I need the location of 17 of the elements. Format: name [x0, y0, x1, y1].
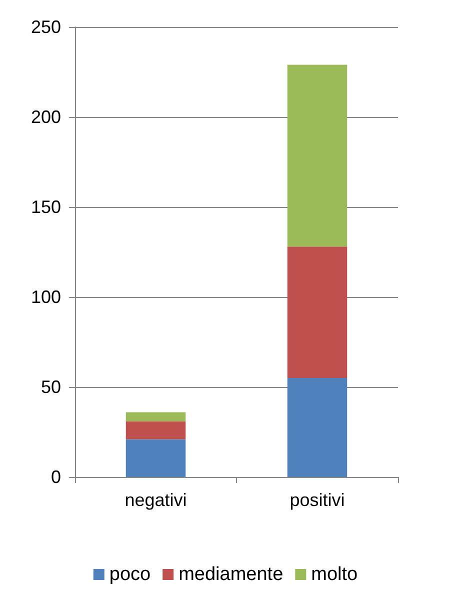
y-tick-label: 200 [30, 107, 61, 127]
bar [287, 378, 348, 477]
legend-label: poco [109, 564, 151, 585]
y-tick-label: 50 [40, 377, 61, 397]
x-tick-label: negativi [124, 490, 187, 510]
x-tick-label: positivi [290, 490, 345, 510]
y-tick-label: 0 [50, 467, 61, 487]
bar [287, 64, 348, 247]
bar [126, 412, 186, 422]
bar [287, 246, 348, 378]
bar [126, 421, 186, 440]
bar [126, 439, 186, 477]
legend-label: mediamente [178, 564, 284, 585]
y-tick-label: 250 [30, 17, 61, 37]
y-tick-label: 150 [30, 197, 61, 217]
legend-label: molto [311, 564, 358, 585]
y-tick-label: 100 [30, 287, 61, 307]
